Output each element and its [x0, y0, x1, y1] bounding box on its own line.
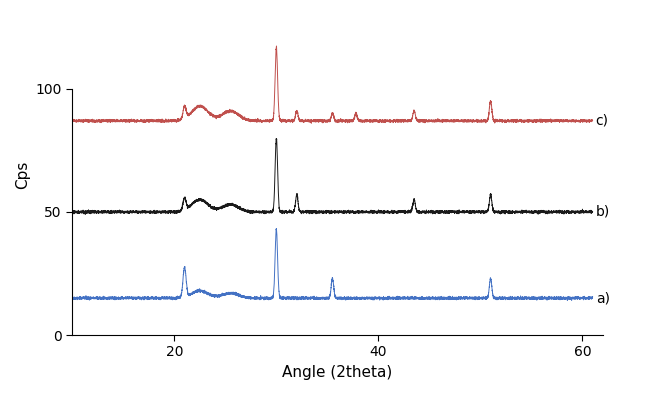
- Y-axis label: Cps: Cps: [15, 161, 30, 189]
- Text: a): a): [596, 291, 610, 305]
- Text: b): b): [596, 205, 610, 219]
- Text: c): c): [596, 114, 608, 128]
- X-axis label: Angle (2theta): Angle (2theta): [283, 365, 393, 380]
